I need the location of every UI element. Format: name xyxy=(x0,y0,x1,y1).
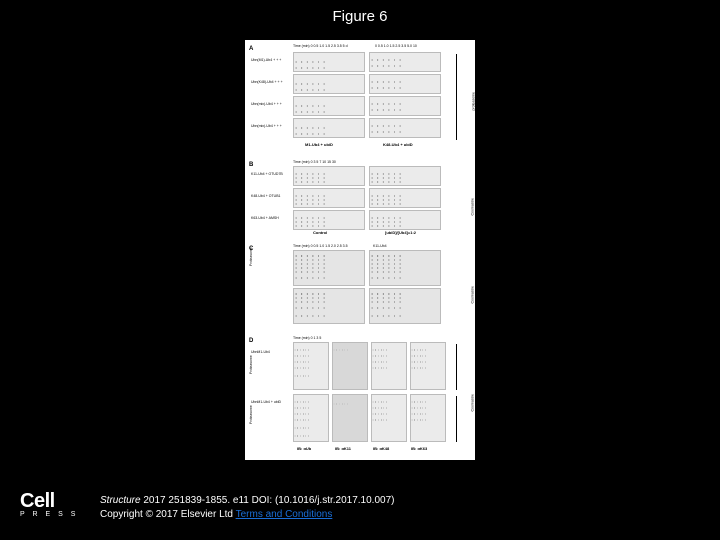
citation-line2: Copyright © 2017 Elsevier Ltd Terms and … xyxy=(100,508,394,522)
panel-c-toplabel: Time (min) 0 0.5 1.0 1.5 2.0 2.5 3.5 xyxy=(293,244,348,248)
panel-b-label: B xyxy=(249,162,253,168)
gel-block xyxy=(369,288,441,324)
gel-block xyxy=(293,96,365,116)
gel-block xyxy=(293,288,365,324)
gel-block xyxy=(293,52,365,72)
gel-block xyxy=(369,118,441,138)
panel-a-sidelabel-3: Ubn(mix)-Ub4 + + + xyxy=(251,124,282,128)
panel-c-left-top: Proteasome xyxy=(249,247,253,266)
gel-block xyxy=(293,74,365,94)
panel-b-bottom-left: Control xyxy=(313,230,327,235)
gel-block xyxy=(293,394,329,442)
panel-d-right-text: Coomassie xyxy=(471,394,475,412)
panel-d-toplabel: Time (min) 0 1 3 5 xyxy=(293,336,321,340)
gel-block xyxy=(410,394,446,442)
panel-b: B Time (min) 0 3 5 7 10 15 30 K11-Ub4 + … xyxy=(245,160,475,238)
citation: Structure 2017 251839-1855. e11 DOI: (10… xyxy=(100,494,394,522)
panel-d-bl-1: IB: αK11 xyxy=(335,446,351,451)
gel-block xyxy=(332,342,368,390)
panel-b-sidelabel-0: K11-Ub4 + OTUD7B xyxy=(251,172,283,176)
panel-c-right-text: Coomassie xyxy=(471,286,475,304)
gel-block xyxy=(369,166,441,186)
panel-c-right-top: K11-Ub4 xyxy=(373,244,387,248)
panel-a: A Time (min) 0 0.5 1.0 1.5 2.5 3.5 5 d 0… xyxy=(245,44,475,154)
panel-d: D Time (min) 0 1 3 5 UbnM1-Ub4 Proteasom… xyxy=(245,336,475,454)
gel-block xyxy=(293,210,365,230)
panel-d-left-3: Proteasome xyxy=(249,405,253,424)
panel-d-left-1: Proteasome xyxy=(249,355,253,374)
panel-a-bottom-left: M1-Ub4 + ubiD xyxy=(305,142,333,147)
gel-block xyxy=(293,342,329,390)
gel-block xyxy=(293,166,365,186)
panel-c: C Time (min) 0 0.5 1.0 1.5 2.0 2.5 3.5 P… xyxy=(245,244,475,330)
panel-d-left-0: UbnM1-Ub4 xyxy=(251,350,270,354)
terms-link[interactable]: Terms and Conditions xyxy=(236,509,333,520)
panel-a-sidelabel-0: Ubn(M1)-Ub4 + + + xyxy=(251,58,281,62)
gel-block xyxy=(293,118,365,138)
gel-block xyxy=(410,342,446,390)
gel-block xyxy=(293,250,365,286)
citation-line1: Structure 2017 251839-1855. e11 DOI: (10… xyxy=(100,494,394,508)
gel-block xyxy=(369,250,441,286)
panel-a-toplabel-right: 0 0.5 1.0 1.5 2.5 3.5 5.0 10 xyxy=(375,44,417,48)
panel-a-right-text: proteasome xyxy=(471,92,475,110)
panel-d-bracket-bot xyxy=(455,396,457,442)
panel-a-bracket xyxy=(455,54,457,140)
panel-d-bl-3: IB: αK63 xyxy=(411,446,427,451)
panel-a-sidelabel-2: Ubn(mix)-Ub4 + + + xyxy=(251,102,282,106)
gel-block xyxy=(332,394,368,442)
panel-b-sidelabel-2: K63-Ub4 + AMSH xyxy=(251,216,279,220)
logo-brand: Cell xyxy=(20,490,78,513)
gel-block xyxy=(371,342,407,390)
gel-block xyxy=(369,188,441,208)
panel-d-bracket-top xyxy=(455,344,457,390)
citation-copyright: Copyright © 2017 Elsevier Ltd xyxy=(100,509,233,520)
gel-block xyxy=(293,188,365,208)
panel-d-label: D xyxy=(249,338,253,344)
panel-b-bottom-right: [ubiD]/[Ub4]=1:2 xyxy=(385,230,416,235)
gel-block xyxy=(369,210,441,230)
gel-block xyxy=(371,394,407,442)
panel-b-toplabel: Time (min) 0 3 5 7 10 15 30 xyxy=(293,160,336,164)
gel-block xyxy=(369,96,441,116)
panel-d-left-2: UbnM1-Ub4 + ubiD xyxy=(251,400,281,404)
panel-a-sidelabel-1: Ubn(K48)-Ub4 + + + xyxy=(251,80,283,84)
citation-yvp: 2017 251839-1855. e11 xyxy=(143,495,248,506)
figure-image: A Time (min) 0 0.5 1.0 1.5 2.5 3.5 5 d 0… xyxy=(245,40,475,460)
panel-a-gels xyxy=(293,52,441,138)
panel-b-sidelabel-1: K48-Ub4 + OTUB1 xyxy=(251,194,280,198)
figure-title: Figure 6 xyxy=(332,8,387,25)
citation-doi: DOI: (10.1016/j.str.2017.10.007) xyxy=(252,495,395,506)
panel-a-label: A xyxy=(249,46,253,52)
panel-d-bl-2: IB: αK48 xyxy=(373,446,389,451)
publisher-logo: Cell P R E S S xyxy=(20,490,78,518)
panel-d-gels xyxy=(293,342,446,442)
gel-block xyxy=(369,74,441,94)
gel-block xyxy=(369,52,441,72)
panel-b-gels xyxy=(293,166,441,230)
panel-a-bottom-right: K48-Ub4 + ubiD xyxy=(383,142,413,147)
panel-c-gels xyxy=(293,250,441,324)
panel-b-right-text: Coomassie xyxy=(471,198,475,216)
panel-d-bl-0: IB: αUb xyxy=(297,446,311,451)
citation-journal: Structure xyxy=(100,495,141,506)
panel-a-toplabel-left: Time (min) 0 0.5 1.0 1.5 2.5 3.5 5 d xyxy=(293,44,348,48)
logo-sub: P R E S S xyxy=(20,511,78,518)
